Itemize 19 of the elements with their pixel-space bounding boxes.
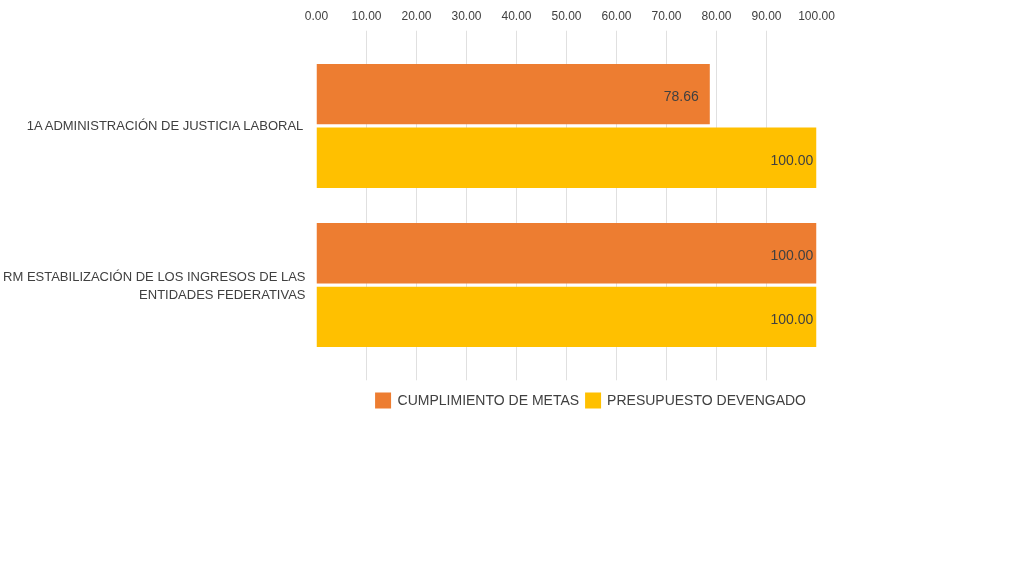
x-tick-label: 40.00 (501, 8, 532, 23)
x-tick-label: 100.00 (798, 8, 836, 23)
x-tick-label: 50.00 (551, 8, 582, 23)
x-tick-label: 70.00 (651, 8, 682, 23)
x-tick-label: 60.00 (601, 8, 632, 23)
y-tick-label: RM ESTABILIZACIÓN DE LOS INGRESOS DE LAS ENTIDADES FEDERATIVAS (3, 268, 306, 302)
x-tick-label: 10.00 (351, 8, 382, 23)
legend-label: CUMPLIMIENTO DE METAS (397, 392, 580, 408)
x-tick-label: 30.00 (451, 8, 482, 23)
data-label: 100.00 (770, 151, 814, 168)
x-tick-label: 90.00 (751, 8, 782, 23)
legend-label: PRESUPUESTO DEVENGADO (607, 392, 806, 408)
data-label: 78.66 (663, 88, 700, 105)
x-tick-label: 0.00 (304, 8, 329, 23)
x-tick-label: 20.00 (401, 8, 432, 23)
y-tick-label: 1A ADMINISTRACIÓN DE JUSTICIA LABORAL (26, 118, 304, 134)
data-label: 100.00 (770, 310, 814, 327)
data-label: 100.00 (770, 247, 814, 264)
x-tick-label: 80.00 (701, 8, 732, 23)
